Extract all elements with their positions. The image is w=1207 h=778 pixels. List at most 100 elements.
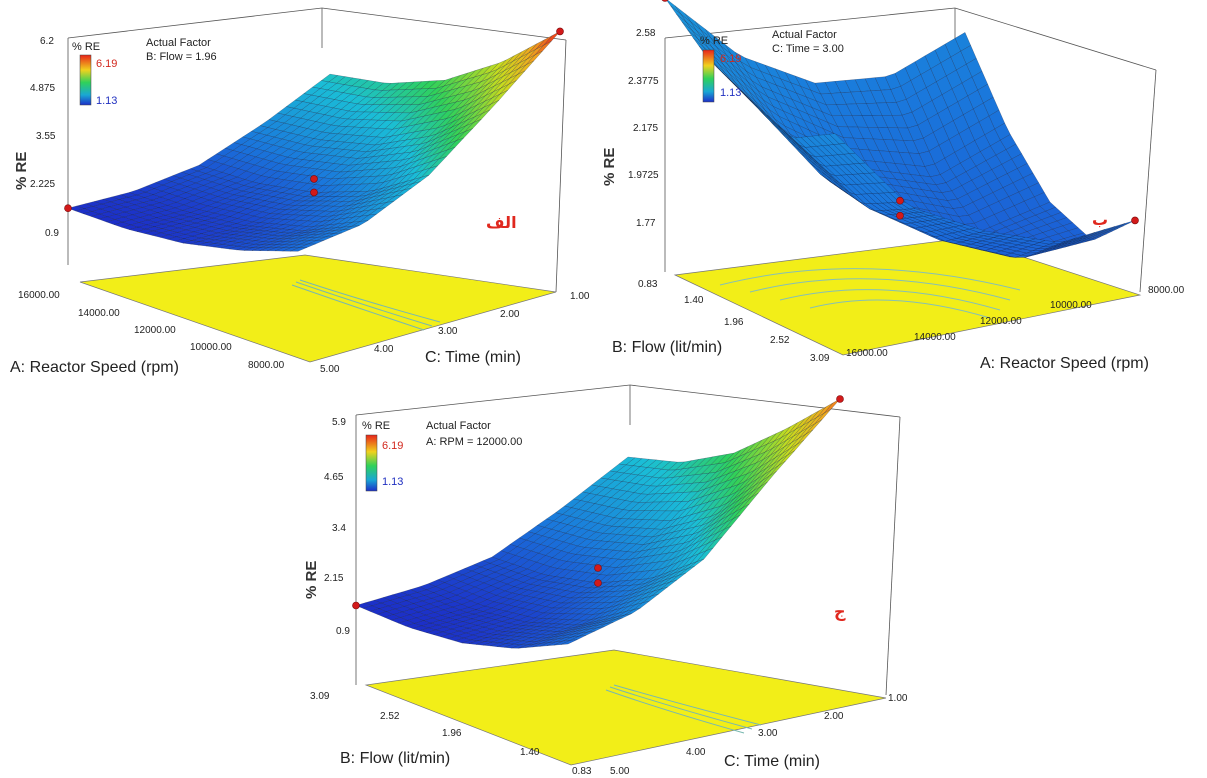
z-axis-title: % RE (601, 148, 618, 186)
right-axis-title: A: Reactor Speed (rpm) (980, 355, 1149, 372)
left-axis-tick: 16000.00 (18, 290, 60, 301)
z-tick: 2.3775 (628, 76, 659, 87)
right-axis-tick: 8000.00 (1148, 285, 1185, 296)
right-axis-tick: 10000.00 (1050, 300, 1092, 311)
actual-factor-value: C: Time = 3.00 (772, 43, 844, 55)
z-tick: 4.875 (30, 83, 55, 94)
surface-plot-c: % RE 6.19 1.13 Actual Factor A: RPM = 12… (296, 384, 916, 778)
design-point (594, 579, 602, 587)
floor-plane (364, 649, 887, 766)
surface-plot-a-canvas: % RE 6.19 1.13 Actual Factor B: Flow = 1… (10, 7, 590, 376)
surface-cell (290, 247, 307, 252)
left-axis-tick: 1.40 (520, 747, 540, 758)
legend-title: % RE (72, 41, 100, 53)
right-axis-tick: 3.00 (758, 728, 778, 739)
z-tick: 1.9725 (628, 170, 659, 181)
left-axis-tick: 3.09 (310, 691, 330, 702)
z-tick: 0.9 (336, 626, 350, 637)
actual-factor-value: A: RPM = 12000.00 (426, 436, 522, 448)
panel-tag: الف (486, 213, 517, 232)
z-tick: 2.175 (633, 123, 658, 134)
left-axis-tick: 1.96 (724, 317, 744, 328)
right-axis-tick: 5.00 (610, 766, 630, 777)
design-point (64, 204, 72, 212)
surface-plot-c-canvas: % RE 6.19 1.13 Actual Factor A: RPM = 12… (303, 384, 908, 777)
legend-colorbar (365, 434, 378, 492)
left-axis-tick: 2.52 (380, 711, 400, 722)
legend-max: 6.19 (720, 53, 741, 65)
z-tick: 5.9 (332, 417, 346, 428)
right-axis-title: C: Time (min) (724, 753, 820, 770)
legend-title: % RE (362, 420, 390, 432)
z-tick: 6.2 (40, 36, 54, 47)
design-point (896, 196, 904, 205)
surface-plot-a: % RE 6.19 1.13 Actual Factor B: Flow = 1… (0, 0, 600, 385)
design-point (594, 564, 602, 572)
right-axis-tick: 5.00 (320, 364, 340, 375)
z-axis-title: % RE (13, 152, 30, 190)
surface-cell (828, 133, 846, 145)
left-axis-tick: 3.09 (810, 353, 830, 364)
right-axis-tick: 2.00 (824, 711, 844, 722)
left-axis-tick: 0.83 (572, 766, 592, 777)
left-axis-title: B: Flow (lit/min) (340, 750, 450, 767)
left-axis-tick: 8000.00 (248, 360, 285, 371)
panel-tag: ج (834, 602, 846, 621)
legend-max: 6.19 (382, 440, 403, 452)
right-axis-tick: 4.00 (686, 747, 706, 758)
right-axis-tick: 2.00 (500, 309, 520, 320)
left-axis-tick: 14000.00 (78, 308, 120, 319)
legend-max: 6.19 (96, 58, 117, 70)
right-axis-tick: 1.00 (888, 693, 908, 704)
z-tick: 3.4 (332, 523, 346, 534)
left-axis-tick: 1.40 (684, 295, 704, 306)
actual-factor-title: Actual Factor (426, 420, 491, 432)
left-axis-tick: 2.52 (770, 335, 790, 346)
legend-min: 1.13 (720, 87, 741, 99)
surface-mesh-a (64, 27, 564, 252)
legend-colorbar (702, 49, 715, 103)
z-tick: 4.65 (324, 472, 344, 483)
panel-tag: ب (1092, 210, 1108, 229)
left-axis-title: A: Reactor Speed (rpm) (10, 359, 179, 376)
left-axis-tick: 10000.00 (190, 342, 232, 353)
surface-plot-b-canvas: % RE 6.19 1.13 Actual Factor C: Time = 3… (601, 0, 1185, 372)
design-point (556, 27, 564, 36)
z-tick: 1.77 (636, 218, 656, 229)
right-axis-tick: 1.00 (570, 291, 590, 302)
right-axis-tick: 14000.00 (914, 332, 956, 343)
actual-factor-value: B: Flow = 1.96 (146, 51, 217, 63)
right-axis-title: C: Time (min) (425, 349, 521, 366)
floor-contours (605, 684, 762, 734)
right-axis-tick: 12000.00 (980, 316, 1022, 327)
floor-contours (291, 279, 441, 331)
design-point (1131, 216, 1139, 225)
legend-min: 1.13 (96, 95, 117, 107)
right-axis-tick: 4.00 (374, 344, 394, 355)
surface-cell (560, 639, 578, 645)
legend-colorbar (79, 54, 92, 106)
surface-mesh-c (352, 395, 844, 649)
z-tick: 2.15 (324, 573, 344, 584)
right-axis-tick: 16000.00 (846, 348, 888, 359)
actual-factor-title: Actual Factor (146, 37, 211, 49)
z-tick: 2.58 (636, 28, 656, 39)
floor-contours (719, 268, 1021, 319)
design-point (896, 211, 904, 220)
z-tick: 0.9 (45, 228, 59, 239)
right-axis-tick: 3.00 (438, 326, 458, 337)
left-axis-title: B: Flow (lit/min) (612, 339, 722, 356)
z-tick: 3.55 (36, 131, 56, 142)
floor-plane (79, 254, 557, 363)
left-axis-tick: 0.83 (638, 279, 658, 290)
design-point (310, 188, 318, 197)
surface-plot-b: % RE 6.19 1.13 Actual Factor C: Time = 3… (600, 0, 1207, 385)
design-point (836, 395, 844, 403)
legend-title: % RE (700, 35, 728, 47)
z-tick: 2.225 (30, 179, 55, 190)
design-point (352, 601, 360, 610)
floor-plane (673, 237, 1142, 356)
z-axis-title: % RE (303, 561, 320, 599)
actual-factor-title: Actual Factor (772, 29, 837, 41)
design-point (310, 175, 318, 183)
